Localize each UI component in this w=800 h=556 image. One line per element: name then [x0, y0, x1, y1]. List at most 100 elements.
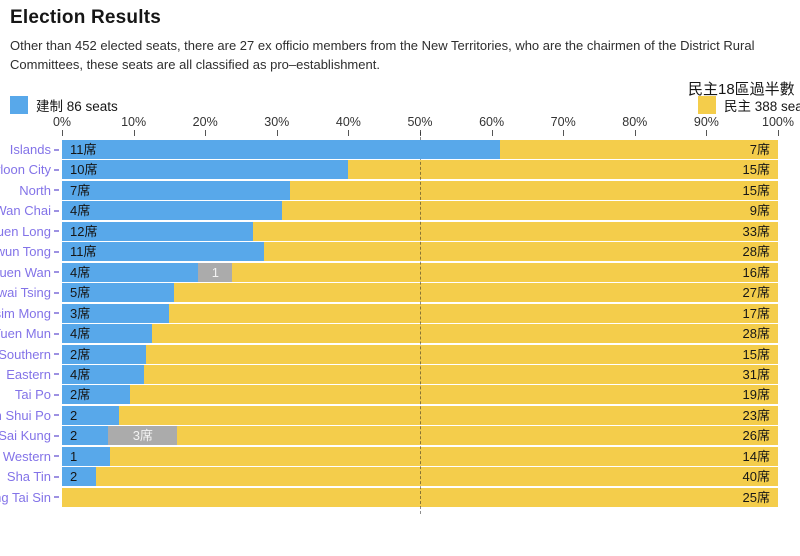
establishment-seats-value: 2: [70, 469, 78, 485]
axis-tick-mark: [62, 130, 63, 136]
bar-establishment: [62, 283, 174, 303]
row-tick: [54, 148, 59, 151]
democracy-seats-value: 27席: [742, 285, 770, 301]
establishment-seats-value: 2席: [70, 346, 91, 362]
district-label: Islands: [9, 142, 51, 157]
bar-establishment: [62, 262, 199, 282]
legend-swatch-establishment: [10, 96, 28, 114]
democracy-seats-value: 26席: [742, 428, 770, 444]
row-tick: [54, 168, 59, 171]
row-tick: [54, 332, 59, 335]
row-tick: [54, 250, 59, 253]
district-label: Wong Tai Sin: [0, 489, 51, 505]
district-label: Eastern: [6, 366, 51, 382]
district-label: Kowloon City: [0, 162, 51, 178]
row-tick: [54, 230, 59, 233]
bar-establishment: [62, 467, 97, 487]
bar-establishment: [62, 201, 283, 221]
democracy-seats-value: 28席: [742, 244, 770, 260]
row-tick: [54, 393, 59, 396]
axis-tick-mark: [491, 130, 493, 136]
district-label: Sai Kung: [0, 428, 51, 444]
establishment-seats-value: 3席: [70, 305, 91, 321]
district-label: North: [19, 182, 51, 198]
district-label: Sha Tin: [6, 469, 51, 485]
democracy-seats-value: 15席: [742, 162, 770, 178]
district-label: Yau Tsim Mong: [0, 305, 51, 321]
legend-establishment: 建制 86 seats: [10, 96, 118, 114]
axis-tick-label: 60%: [479, 115, 505, 129]
establishment-seats-value: 11席: [70, 142, 97, 157]
axis-tick-label: 50%: [407, 115, 433, 129]
establishment-seats-value: 2: [70, 428, 78, 444]
row-tick: [54, 455, 59, 458]
establishment-seats-value: 2: [70, 407, 78, 423]
district-label: Kwai Tsing: [0, 285, 51, 301]
bar-establishment: [62, 385, 131, 405]
axis-tick-label: 80%: [622, 115, 648, 129]
bar-establishment: [62, 180, 290, 200]
legend-democracy-label: 民主 388 seats: [724, 99, 800, 114]
axis-tick-mark: [133, 130, 135, 136]
row-tick: [54, 496, 59, 499]
democracy-seats-value: 31席: [742, 366, 770, 382]
subtitle-line-2: Committees, these seats are all classifi…: [10, 57, 380, 72]
axis-tick-label: 10%: [121, 115, 147, 129]
democracy-seats-value: 23席: [742, 407, 770, 423]
axis-tick-label: 0%: [52, 115, 72, 129]
establishment-seats-value: 10席: [70, 162, 98, 178]
bar-democracy: 11席 7席: [62, 140, 778, 159]
axis-tick-label: 90%: [693, 115, 719, 129]
subtitle-line-1: Other than 452 elected seats, there are …: [10, 38, 755, 53]
bar-establishment: [62, 160, 349, 180]
gridline-50-percent: [420, 132, 421, 514]
district-label: Central and Western: [0, 448, 51, 464]
annotation-democrats-majority: 民主18區過半數: [688, 81, 795, 98]
establishment-seats-value: 1: [70, 448, 78, 464]
row-tick: [54, 475, 59, 478]
bar-establishment: [62, 446, 110, 466]
row-tick: [54, 189, 59, 192]
legend-establishment-label: 建制 86 seats: [36, 99, 118, 114]
democracy-seats-value: 7席: [749, 142, 770, 157]
district-label: Yuen Long: [0, 223, 51, 239]
establishment-seats-value: 12席: [70, 223, 98, 239]
democracy-seats-value: 15席: [742, 346, 770, 362]
row-tick: [54, 209, 59, 212]
row-tick: [54, 434, 59, 437]
democracy-seats-value: 14席: [742, 448, 770, 464]
bar-establishment: [62, 303, 170, 323]
axis-tick-label: 20%: [192, 115, 218, 129]
bar-establishment: [62, 140, 500, 159]
page-title: Election Results: [10, 7, 162, 28]
legend-democracy: 民主 388 seats: [698, 96, 800, 114]
axis-tick-label: 70%: [550, 115, 576, 129]
bar-establishment: [62, 426, 109, 446]
other-seats-value: 3席: [132, 428, 153, 444]
bar-establishment: [62, 324, 152, 344]
axis-tick-label: 40%: [335, 115, 361, 129]
establishment-seats-value: 4席: [70, 264, 91, 280]
axis-tick-mark: [348, 130, 350, 136]
democracy-seats-value: 25席: [742, 489, 770, 505]
axis-tick-mark: [276, 130, 278, 136]
axis-tick-mark: [205, 130, 207, 136]
establishment-seats-value: 4席: [70, 203, 91, 219]
bar-other: 1: [198, 262, 233, 282]
democracy-seats-value: 33席: [742, 223, 770, 239]
bar-establishment: [62, 242, 264, 262]
bar-establishment: [62, 221, 253, 241]
row-tick: [54, 373, 59, 376]
row-tick: [54, 271, 59, 274]
democracy-seats-value: 19席: [742, 387, 770, 403]
district-label: Tuen Mun: [0, 326, 51, 342]
establishment-seats-value: 11席: [70, 244, 97, 260]
district-label: Kwun Tong: [0, 244, 51, 260]
bar-establishment: [62, 364, 144, 384]
establishment-seats-value: 2席: [70, 387, 91, 403]
democracy-seats-value: 17席: [742, 305, 770, 321]
axis-tick-label: 30%: [264, 115, 290, 129]
axis-tick-label: 100%: [762, 115, 794, 129]
democracy-seats-value: 9席: [749, 203, 770, 219]
